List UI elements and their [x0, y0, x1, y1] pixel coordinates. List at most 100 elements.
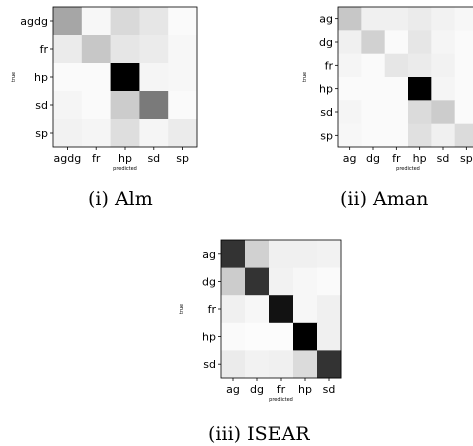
y-axis-label: true: [11, 72, 17, 82]
x-tick-label: hp: [118, 152, 132, 165]
heatmap-cell: [384, 100, 409, 125]
heatmap-cell: [454, 7, 473, 31]
heatmap-cell: [338, 123, 362, 148]
heatmap-cell: [431, 123, 456, 148]
heatmap-cell: [408, 123, 432, 148]
heatmap-cell: [168, 119, 198, 148]
heatmap-cell: [110, 35, 140, 64]
heatmap-cell: [431, 77, 456, 101]
heatmap-cell: [245, 295, 270, 324]
heatmap-cell: [269, 267, 294, 296]
heatmap-cell: [361, 30, 386, 55]
heatmap-cell: [361, 123, 386, 148]
heatmap-cell: [269, 322, 294, 351]
heatmap-cell: [317, 240, 342, 269]
heatmap-cell: [361, 7, 386, 31]
heatmap-cell: [110, 119, 140, 148]
caption-aman: (ii) Aman: [340, 188, 429, 210]
heatmap-cell: [408, 7, 432, 31]
heatmap-cell: [53, 63, 83, 92]
heatmap-cell: [454, 123, 473, 148]
y-tick-label: agdg: [20, 15, 48, 28]
heatmap-cell: [384, 53, 409, 78]
heatmap-cell: [293, 295, 318, 324]
heatmap-cell: [168, 7, 198, 36]
y-tick-label: sd: [203, 358, 216, 371]
heatmap-cell: [245, 267, 270, 296]
x-tick-label: sd: [323, 383, 336, 396]
y-tick-label: sp: [320, 129, 333, 142]
heatmap-cell: [139, 63, 169, 92]
heatmap-cell: [221, 295, 246, 324]
heatmap-cell: [408, 53, 432, 78]
y-tick-label: fr: [325, 59, 334, 72]
caption-isear: (iii) ISEAR: [208, 423, 310, 445]
heatmap-cell: [384, 30, 409, 55]
y-tick-label: dg: [202, 275, 216, 288]
heatmap-cell: [139, 91, 169, 120]
x-tick-label: agdg: [54, 152, 82, 165]
heatmap-cell: [53, 7, 83, 36]
confusion-matrix-isear: ag dg fr hp sd ag dg fr hp sd predicted true: [158, 233, 348, 409]
heatmap-cell: [269, 295, 294, 324]
heatmap-cell: [110, 63, 140, 92]
heatmap-cell: [139, 119, 169, 148]
y-tick-label: hp: [319, 83, 333, 96]
y-tick-label: fr: [208, 303, 217, 316]
heatmap-cell: [293, 267, 318, 296]
heatmap-cell: [53, 119, 83, 148]
heatmap-cell: [293, 240, 318, 269]
heatmap-cell: [81, 91, 112, 120]
y-tick-label: dg: [319, 36, 333, 49]
heatmap-cell: [431, 30, 456, 55]
heatmap-cell: [338, 100, 362, 125]
heatmap-cell: [139, 7, 169, 36]
y-tick-label: sd: [320, 106, 333, 119]
y-tick-label: ag: [319, 13, 333, 26]
y-axis-label: true: [179, 304, 185, 314]
heatmap-cell: [338, 30, 362, 55]
heatmap-cell: [384, 7, 409, 31]
heatmap-cell: [361, 53, 386, 78]
heatmap-cell: [245, 322, 270, 351]
heatmap-cell: [431, 100, 456, 125]
x-tick-label: ag: [343, 152, 357, 165]
heatmap-cell: [338, 53, 362, 78]
x-axis-label: predicted: [113, 166, 137, 172]
y-tick-label: sd: [35, 99, 48, 112]
heatmap-cell: [269, 240, 294, 269]
heatmap-cell: [361, 100, 386, 125]
heatmap-cell: [245, 350, 270, 379]
heatmap-cell: [168, 35, 198, 64]
heatmap-cell: [110, 91, 140, 120]
x-tick-label: dg: [250, 383, 264, 396]
y-axis-label: true: [302, 72, 308, 82]
x-axis-label: predicted: [396, 166, 420, 172]
heatmap-cell: [81, 119, 112, 148]
y-tick-label: hp: [34, 71, 48, 84]
x-tick-label: sp: [460, 152, 473, 165]
heatmap-cell: [454, 100, 473, 125]
heatmap-cell: [338, 7, 362, 31]
heatmap-cell: [338, 77, 362, 101]
heatmap-cell: [317, 295, 342, 324]
heatmap-cell: [317, 267, 342, 296]
x-tick-label: dg: [366, 152, 380, 165]
heatmap-cell: [384, 77, 409, 101]
heatmap-cell: [408, 100, 432, 125]
heatmap-cell: [168, 91, 198, 120]
heatmap-cell: [384, 123, 409, 148]
x-tick-label: ag: [226, 383, 240, 396]
heatmap-cell: [269, 350, 294, 379]
heatmap-cell: [81, 63, 112, 92]
heatmap-cell: [454, 53, 473, 78]
x-tick-label: hp: [413, 152, 427, 165]
heatmap-cell: [361, 77, 386, 101]
heatmap-cell: [317, 322, 342, 351]
x-axis-label: predicted: [269, 397, 293, 403]
heatmap-cell: [168, 63, 198, 92]
x-tick-label: sp: [176, 152, 189, 165]
